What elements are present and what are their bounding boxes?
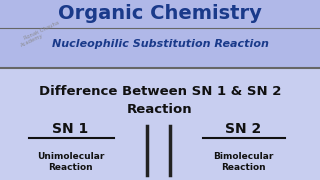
Text: Unimolecular
Reaction: Unimolecular Reaction [37, 152, 104, 172]
Text: Nucleophilic Substitution Reaction: Nucleophilic Substitution Reaction [52, 39, 268, 49]
Text: SN 2: SN 2 [225, 122, 261, 136]
Text: SN 1: SN 1 [52, 122, 89, 136]
Text: Difference Between SN 1 & SN 2
Reaction: Difference Between SN 1 & SN 2 Reaction [39, 85, 281, 116]
FancyBboxPatch shape [0, 0, 320, 68]
Text: Bimolecular
Reaction: Bimolecular Reaction [213, 152, 273, 172]
Text: Ronak Chauha: Ronak Chauha [23, 20, 60, 41]
Text: Academy: Academy [20, 33, 44, 48]
Text: Organic Chemistry: Organic Chemistry [58, 4, 262, 23]
